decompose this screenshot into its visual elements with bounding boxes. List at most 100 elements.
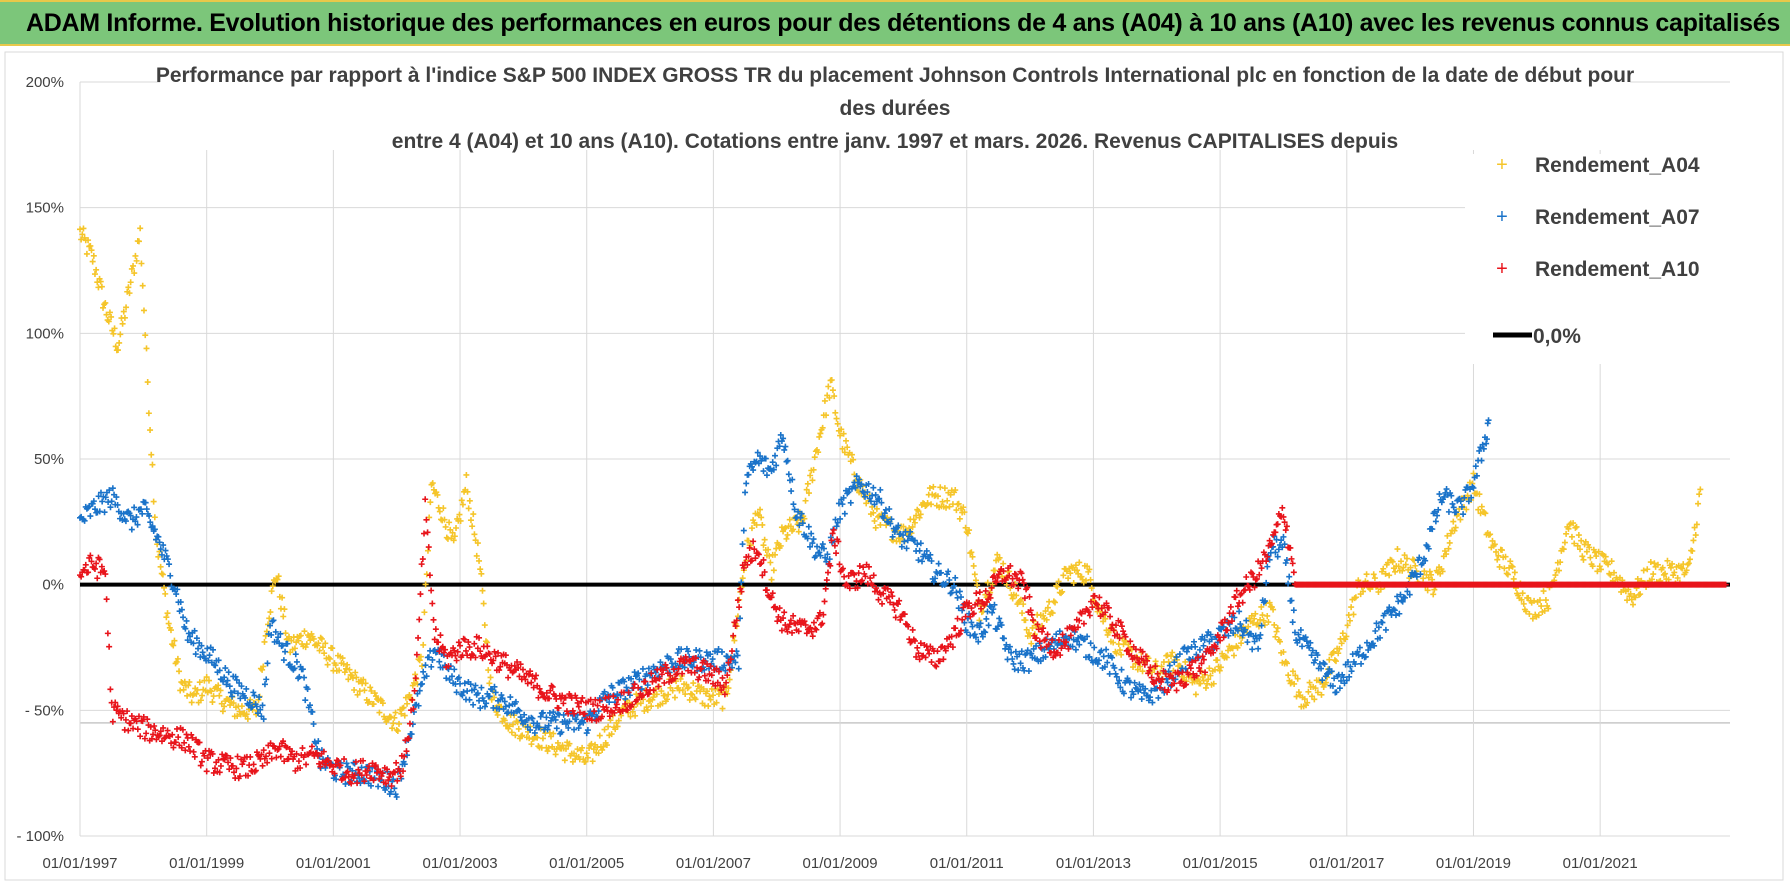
data-point xyxy=(451,533,458,540)
data-point xyxy=(595,750,602,757)
data-point xyxy=(1445,545,1452,552)
data-point xyxy=(1489,537,1496,544)
data-point xyxy=(1293,693,1300,700)
data-point xyxy=(78,236,85,243)
data-point xyxy=(837,432,844,439)
data-point xyxy=(1541,607,1548,614)
data-point xyxy=(911,519,918,526)
data-point xyxy=(664,696,671,703)
data-point xyxy=(1573,523,1580,530)
data-point xyxy=(539,735,546,742)
data-point xyxy=(677,676,684,683)
data-point xyxy=(1044,604,1051,611)
data-point xyxy=(392,709,399,716)
data-point xyxy=(1575,532,1582,539)
data-point xyxy=(1326,656,1333,663)
data-point xyxy=(1272,633,1279,640)
data-point xyxy=(1662,570,1669,577)
data-point xyxy=(174,655,181,662)
data-point xyxy=(208,688,215,695)
x-tick-label: 01/01/2019 xyxy=(1436,855,1511,872)
data-point xyxy=(1330,648,1337,655)
data-point xyxy=(833,415,840,422)
data-point xyxy=(803,486,810,493)
data-point xyxy=(1627,590,1634,597)
data-point xyxy=(1538,603,1545,610)
data-point xyxy=(139,282,146,289)
data-point xyxy=(442,523,449,530)
data-point xyxy=(1464,492,1471,499)
x-tick-label: 01/01/2013 xyxy=(1056,855,1131,872)
data-point xyxy=(1379,568,1386,575)
data-point xyxy=(1409,556,1416,563)
data-point xyxy=(260,663,267,670)
data-point xyxy=(1284,660,1291,667)
data-point xyxy=(457,517,464,524)
data-point xyxy=(1331,657,1338,664)
axis-tick-labels: - 100% - 50% 0% 50% 100% 150% 200% 01/01/1997 01… xyxy=(16,74,1637,872)
data-point xyxy=(562,745,569,752)
data-point xyxy=(149,461,156,468)
data-point xyxy=(343,665,350,672)
data-point xyxy=(829,387,836,394)
data-point xyxy=(157,563,164,570)
data-point xyxy=(944,497,951,504)
data-point xyxy=(590,746,597,753)
data-point xyxy=(528,741,535,748)
data-point xyxy=(513,718,520,725)
data-point xyxy=(1640,567,1647,574)
data-point xyxy=(1380,565,1387,572)
data-point xyxy=(158,570,165,577)
data-point xyxy=(167,627,174,634)
data-point xyxy=(1384,559,1391,566)
data-point xyxy=(1023,626,1030,633)
data-point xyxy=(123,304,130,311)
data-point xyxy=(1457,516,1464,523)
data-point xyxy=(996,554,1003,561)
x-tick-label: 01/01/2021 xyxy=(1563,855,1638,872)
data-point xyxy=(280,613,287,620)
data-point xyxy=(1491,541,1498,548)
data-point xyxy=(332,662,339,669)
data-point xyxy=(1398,558,1405,565)
data-point xyxy=(456,511,463,518)
data-point xyxy=(203,674,210,681)
data-point xyxy=(1446,539,1453,546)
data-point xyxy=(686,696,693,703)
data-point xyxy=(1350,611,1357,618)
data-point xyxy=(281,606,288,613)
data-point xyxy=(1054,583,1061,590)
data-point xyxy=(840,430,847,437)
data-point xyxy=(644,707,651,714)
data-point xyxy=(1664,557,1671,564)
data-point xyxy=(653,691,660,698)
y-tick-label: 200% xyxy=(26,74,64,91)
data-point xyxy=(1407,564,1414,571)
data-point xyxy=(151,514,158,521)
data-point xyxy=(574,746,581,753)
data-point xyxy=(1693,521,1700,528)
data-point xyxy=(1223,654,1230,661)
data-point xyxy=(1395,563,1402,570)
data-point xyxy=(1518,596,1525,603)
data-point xyxy=(1040,612,1047,619)
data-point xyxy=(1322,679,1329,686)
data-point xyxy=(339,655,346,662)
data-point xyxy=(1509,563,1516,570)
data-point xyxy=(214,685,221,692)
data-point xyxy=(268,588,275,595)
data-point xyxy=(479,587,486,594)
data-point xyxy=(1511,569,1518,576)
data-point xyxy=(1560,546,1567,553)
data-point xyxy=(85,237,92,244)
data-point xyxy=(757,506,764,513)
data-point xyxy=(917,511,924,518)
data-point xyxy=(132,252,139,259)
data-point xyxy=(643,704,650,711)
data-point xyxy=(1593,553,1600,560)
data-point xyxy=(79,231,86,238)
data-point xyxy=(1579,553,1586,560)
data-point xyxy=(227,702,234,709)
data-point xyxy=(467,517,474,524)
data-point xyxy=(1429,576,1436,583)
